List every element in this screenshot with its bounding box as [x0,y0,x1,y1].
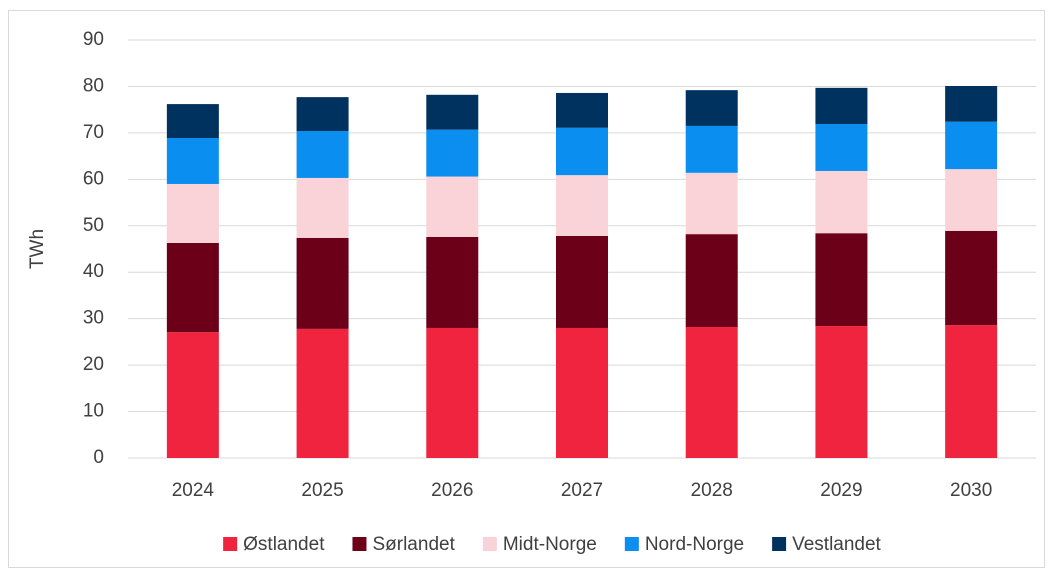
bar-segment [945,325,998,458]
legend-label: Midt-Norge [503,534,597,555]
x-tick-label: 2024 [172,480,215,501]
bar-segment [556,175,608,236]
bar-segment [166,137,219,184]
x-tick-label: 2030 [950,480,992,501]
bar-segment [426,129,479,177]
x-tick-label: 2027 [561,480,603,501]
bar-segment [556,127,608,176]
bar-segment [945,169,998,231]
bar-segment [166,242,219,333]
legend-swatch [624,537,639,551]
bar-segment [685,90,738,126]
bar-segment [426,236,479,328]
legend-label: Nord-Norge [645,534,744,555]
bar-segment [556,327,608,458]
x-tick-label: 2028 [691,480,733,501]
bar-segment [945,85,998,122]
y-tick-label: 0 [93,447,104,468]
y-tick-label: 40 [83,261,104,282]
legend-swatch [352,537,367,551]
x-tick-label: 2025 [301,480,343,501]
y-tick-label: 80 [83,75,104,96]
bar-segment [296,97,349,132]
bar-segment [426,327,479,458]
bar-segment [685,327,738,458]
legend-label: Østlandet [243,534,325,555]
legend-label: Sørlandet [372,534,455,555]
y-tick-label: 90 [83,29,104,50]
bar-segment [166,332,219,458]
legend-swatch [772,537,787,551]
bar-segment [426,176,479,237]
legend-swatch [482,537,497,551]
bar-segment [815,87,868,125]
x-tick-label: 2026 [431,480,473,501]
bar-segment [685,234,738,328]
bar-segment [296,131,349,178]
bar-segment [815,124,868,171]
bar-segment [426,94,479,130]
y-tick-label: 60 [83,168,104,189]
y-tick-label: 30 [83,308,104,329]
bar-segment [556,235,608,328]
bar-segment [945,121,998,170]
y-tick-label: 70 [83,122,104,143]
legend-swatch [223,537,238,551]
legend: Østlandet Sørlandet Midt-Norge Nord-Norge Ve… [223,534,882,555]
y-axis-label: TWh [27,229,48,269]
chart-border [8,10,1045,568]
y-tick-label: 20 [83,354,104,375]
y-tick-label: 10 [83,401,104,422]
x-tick-label: 2029 [820,480,862,501]
bar-segment [296,237,349,329]
bar-segment [685,125,738,173]
bar-segment [815,326,868,458]
bar-segment [166,183,219,243]
bar-segment [815,233,868,327]
bar-segment [556,92,608,128]
bar-segment [296,177,349,238]
bar-segment [166,104,219,138]
legend-label: Vestlandet [792,534,881,555]
bar-segment [945,230,998,326]
bar-segment [815,170,868,234]
y-tick-label: 50 [83,215,104,236]
bar-segment [296,328,349,458]
bar-segment [685,172,738,235]
